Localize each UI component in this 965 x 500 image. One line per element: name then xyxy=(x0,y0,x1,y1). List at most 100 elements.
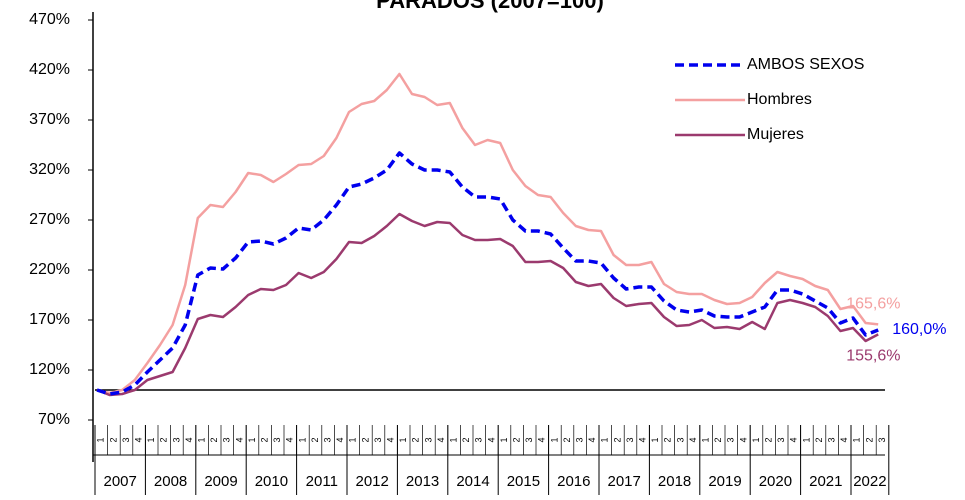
x-tick-label: 4 xyxy=(184,437,194,442)
year-label: 2017 xyxy=(608,473,641,490)
year-label: 2016 xyxy=(557,473,590,490)
x-tick-label: 2 xyxy=(310,437,320,442)
x-tick-label: 2 xyxy=(612,437,622,442)
x-tick-label: 2 xyxy=(259,437,269,442)
x-tick-label: 4 xyxy=(285,437,295,442)
series-line xyxy=(96,151,879,396)
year-label: 2021 xyxy=(809,473,842,490)
year-label: 2010 xyxy=(255,473,288,490)
y-tick-label: 320% xyxy=(29,161,70,178)
x-tick-label: 1 xyxy=(348,437,358,442)
x-tick-label: 1 xyxy=(398,437,408,442)
x-tick-label: 3 xyxy=(776,437,786,442)
data-label: 155,6% xyxy=(846,348,900,365)
x-tick-label: 4 xyxy=(637,437,647,442)
x-tick-label: 1 xyxy=(549,437,559,442)
series-line xyxy=(96,212,879,397)
x-tick-label: 3 xyxy=(625,437,635,442)
x-tick-label: 1 xyxy=(650,437,660,442)
x-tick-label: 1 xyxy=(700,437,710,442)
year-label: 2011 xyxy=(306,473,338,490)
x-tick-label: 1 xyxy=(448,437,458,442)
year-label: 2015 xyxy=(507,473,540,490)
x-tick-label: 2 xyxy=(108,437,118,442)
x-tick-label: 2 xyxy=(159,437,169,442)
x-tick-label: 4 xyxy=(486,437,496,442)
x-tick-label: 4 xyxy=(133,437,143,442)
x-tick-label: 4 xyxy=(537,437,547,442)
x-tick-label: 3 xyxy=(877,437,887,442)
x-tick-label: 4 xyxy=(789,437,799,442)
x-tick-label: 2 xyxy=(511,437,521,442)
year-label: 2018 xyxy=(658,473,691,490)
year-label: 2013 xyxy=(406,473,439,490)
x-tick-label: 3 xyxy=(675,437,685,442)
x-tick-label: 1 xyxy=(196,437,206,442)
x-tick-label: 1 xyxy=(247,437,257,442)
x-tick-label: 2 xyxy=(209,437,219,442)
x-tick-label: 1 xyxy=(499,437,509,442)
legend-label: Mujeres xyxy=(747,126,804,143)
data-label: 165,6% xyxy=(846,296,900,313)
year-label: 2012 xyxy=(356,473,389,490)
y-tick-label: 70% xyxy=(38,411,70,428)
x-tick-label: 4 xyxy=(436,437,446,442)
x-tick-label: 1 xyxy=(751,437,761,442)
x-tick-label: 3 xyxy=(574,437,584,442)
x-tick-label: 1 xyxy=(96,437,106,442)
year-label: 2008 xyxy=(154,473,187,490)
year-label: 2007 xyxy=(104,473,137,490)
x-tick-label: 4 xyxy=(688,437,698,442)
x-tick-label: 3 xyxy=(423,437,433,442)
x-tick-label: 3 xyxy=(726,437,736,442)
x-tick-label: 4 xyxy=(234,437,244,442)
x-tick-label: 1 xyxy=(852,437,862,442)
x-tick-label: 2 xyxy=(360,437,370,442)
x-tick-label: 2 xyxy=(814,437,824,442)
x-tick-label: 4 xyxy=(587,437,597,442)
x-tick-label: 3 xyxy=(171,437,181,442)
series-line xyxy=(96,72,879,395)
y-tick-label: 470% xyxy=(29,11,70,28)
x-tick-label: 2 xyxy=(763,437,773,442)
y-tick-label: 170% xyxy=(29,311,70,328)
x-tick-label: 3 xyxy=(121,437,131,442)
legend-label: AMBOS SEXOS xyxy=(747,56,864,73)
x-tick-label: 2 xyxy=(461,437,471,442)
y-tick-label: 120% xyxy=(29,361,70,378)
x-tick-label: 4 xyxy=(385,437,395,442)
year-label: 2022 xyxy=(853,473,886,490)
x-tick-label: 1 xyxy=(297,437,307,442)
legend-label: Hombres xyxy=(747,91,812,108)
year-label: 2020 xyxy=(759,473,792,490)
y-tick-label: 270% xyxy=(29,211,70,228)
chart-title: PARADOS (2007=100) xyxy=(376,0,604,13)
y-tick-label: 220% xyxy=(29,261,70,278)
x-tick-label: 3 xyxy=(524,437,534,442)
x-tick-label: 3 xyxy=(222,437,232,442)
x-tick-label: 3 xyxy=(373,437,383,442)
x-tick-label: 2 xyxy=(713,437,723,442)
x-tick-label: 3 xyxy=(272,437,282,442)
x-tick-label: 1 xyxy=(801,437,811,442)
data-label: 160,0% xyxy=(892,321,946,338)
x-tick-label: 2 xyxy=(864,437,874,442)
x-tick-label: 3 xyxy=(474,437,484,442)
x-tick-label: 1 xyxy=(146,437,156,442)
x-tick-label: 4 xyxy=(839,437,849,442)
year-label: 2019 xyxy=(708,473,741,490)
x-tick-label: 2 xyxy=(411,437,421,442)
x-tick-label: 4 xyxy=(738,437,748,442)
x-tick-label: 3 xyxy=(826,437,836,442)
x-tick-label: 3 xyxy=(322,437,332,442)
x-tick-label: 2 xyxy=(562,437,572,442)
x-tick-label: 4 xyxy=(335,437,345,442)
year-label: 2014 xyxy=(456,473,489,490)
year-label: 2009 xyxy=(204,473,237,490)
y-tick-label: 370% xyxy=(29,111,70,128)
x-tick-label: 2 xyxy=(663,437,673,442)
y-tick-label: 420% xyxy=(29,61,70,78)
x-tick-label: 1 xyxy=(600,437,610,442)
